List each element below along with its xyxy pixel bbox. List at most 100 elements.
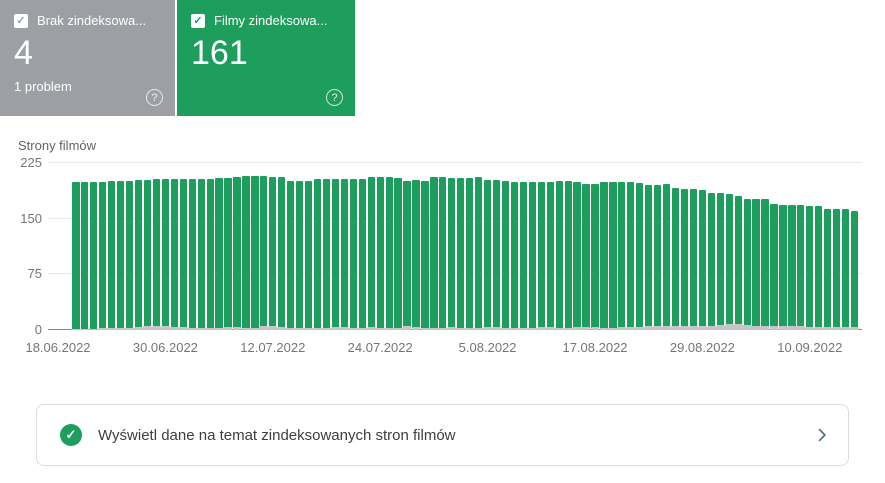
bar-not-indexed[interactable] — [796, 326, 806, 330]
bar-not-indexed[interactable] — [689, 325, 698, 330]
bar-not-indexed[interactable] — [733, 324, 743, 330]
bar-not-indexed[interactable] — [626, 327, 636, 330]
bar-indexed[interactable] — [322, 179, 331, 330]
bar-not-indexed[interactable] — [814, 327, 824, 330]
bar-indexed[interactable] — [555, 180, 563, 330]
bar-indexed[interactable] — [224, 177, 232, 330]
bar-indexed[interactable] — [134, 180, 143, 330]
bar-indexed[interactable] — [313, 179, 322, 330]
bar-indexed[interactable] — [376, 177, 384, 330]
bar-indexed[interactable] — [618, 182, 626, 330]
bar-indexed[interactable] — [654, 185, 662, 330]
bar-indexed[interactable] — [743, 198, 751, 330]
bar-not-indexed[interactable] — [590, 327, 600, 330]
bar-indexed[interactable] — [483, 180, 492, 330]
bar-not-indexed[interactable] — [823, 327, 833, 330]
bar-indexed[interactable] — [457, 177, 465, 330]
bar-not-indexed[interactable] — [152, 325, 161, 330]
bar-indexed[interactable] — [125, 180, 134, 330]
bar-indexed[interactable] — [108, 180, 116, 330]
bar-not-indexed[interactable] — [295, 327, 305, 330]
bar-not-indexed[interactable] — [751, 325, 761, 330]
bar-indexed[interactable] — [179, 179, 187, 330]
bar-not-indexed[interactable] — [223, 327, 233, 330]
bar-not-indexed[interactable] — [697, 325, 707, 330]
bar-indexed[interactable] — [537, 181, 545, 330]
bar-indexed[interactable] — [304, 180, 313, 330]
bar-indexed[interactable] — [492, 180, 501, 330]
bar-not-indexed[interactable] — [331, 327, 340, 330]
bar-not-indexed[interactable] — [205, 327, 215, 330]
bar-not-indexed[interactable] — [662, 326, 672, 330]
bar-not-indexed[interactable] — [80, 328, 90, 330]
bar-indexed[interactable] — [287, 180, 295, 330]
checkbox-indexed-icon[interactable]: ✓ — [191, 13, 205, 28]
bar-indexed[interactable] — [152, 179, 161, 330]
bar-not-indexed[interactable] — [841, 327, 851, 330]
bar-indexed[interactable] — [331, 179, 340, 330]
bar-indexed[interactable] — [251, 176, 259, 330]
bar-not-indexed[interactable] — [160, 326, 170, 330]
bar-not-indexed[interactable] — [572, 327, 582, 330]
bar-not-indexed[interactable] — [438, 327, 448, 330]
bar-indexed[interactable] — [242, 176, 250, 330]
bar-indexed[interactable] — [90, 181, 98, 330]
bar-indexed[interactable] — [850, 210, 859, 330]
bar-indexed[interactable] — [591, 183, 599, 330]
bar-not-indexed[interactable] — [581, 327, 591, 330]
checkbox-not-indexed-icon[interactable]: ✓ — [14, 13, 28, 28]
bar-indexed[interactable] — [797, 205, 805, 330]
bar-not-indexed[interactable] — [304, 327, 314, 330]
bar-indexed[interactable] — [698, 189, 707, 330]
bar-indexed[interactable] — [761, 199, 769, 330]
bar-indexed[interactable] — [716, 193, 724, 330]
bar-indexed[interactable] — [707, 193, 715, 330]
bar-indexed[interactable] — [385, 177, 393, 330]
bar-not-indexed[interactable] — [196, 327, 206, 330]
bar-indexed[interactable] — [627, 181, 635, 330]
bar-indexed[interactable] — [143, 180, 152, 330]
bar-indexed[interactable] — [671, 188, 680, 330]
bar-indexed[interactable] — [161, 179, 170, 330]
bar-indexed[interactable] — [770, 203, 778, 330]
bar-indexed[interactable] — [636, 183, 644, 330]
bar-not-indexed[interactable] — [169, 327, 179, 330]
bar-not-indexed[interactable] — [375, 327, 385, 330]
bar-indexed[interactable] — [269, 177, 277, 330]
bar-indexed[interactable] — [564, 180, 572, 330]
bar-indexed[interactable] — [233, 177, 241, 330]
bar-indexed[interactable] — [260, 176, 268, 330]
bar-not-indexed[interactable] — [850, 327, 859, 330]
bar-not-indexed[interactable] — [420, 327, 430, 330]
bar-indexed[interactable] — [367, 177, 375, 330]
bar-indexed[interactable] — [582, 183, 590, 330]
bar-not-indexed[interactable] — [447, 327, 457, 330]
bar-not-indexed[interactable] — [832, 327, 842, 330]
bar-not-indexed[interactable] — [465, 327, 475, 330]
bar-not-indexed[interactable] — [277, 327, 287, 330]
bar-not-indexed[interactable] — [805, 327, 815, 330]
bar-not-indexed[interactable] — [671, 326, 680, 330]
bar-indexed[interactable] — [806, 206, 814, 330]
bar-indexed[interactable] — [734, 196, 742, 330]
bar-not-indexed[interactable] — [680, 326, 689, 330]
bar-not-indexed[interactable] — [510, 327, 519, 330]
bar-not-indexed[interactable] — [724, 324, 734, 330]
bar-not-indexed[interactable] — [232, 327, 242, 330]
bar-indexed[interactable] — [600, 182, 608, 330]
bar-indexed[interactable] — [99, 181, 107, 330]
bar-not-indexed[interactable] — [411, 327, 421, 330]
bar-not-indexed[interactable] — [89, 328, 99, 330]
bar-indexed[interactable] — [519, 181, 528, 330]
bar-not-indexed[interactable] — [617, 327, 627, 330]
bar-not-indexed[interactable] — [250, 327, 260, 330]
bar-not-indexed[interactable] — [563, 327, 573, 330]
bar-not-indexed[interactable] — [384, 327, 394, 330]
bar-not-indexed[interactable] — [116, 327, 126, 330]
bar-not-indexed[interactable] — [178, 327, 188, 330]
bar-indexed[interactable] — [815, 206, 823, 330]
bar-indexed[interactable] — [573, 181, 581, 330]
bar-not-indexed[interactable] — [366, 327, 376, 330]
bar-indexed[interactable] — [72, 182, 80, 330]
bar-indexed[interactable] — [779, 204, 787, 330]
